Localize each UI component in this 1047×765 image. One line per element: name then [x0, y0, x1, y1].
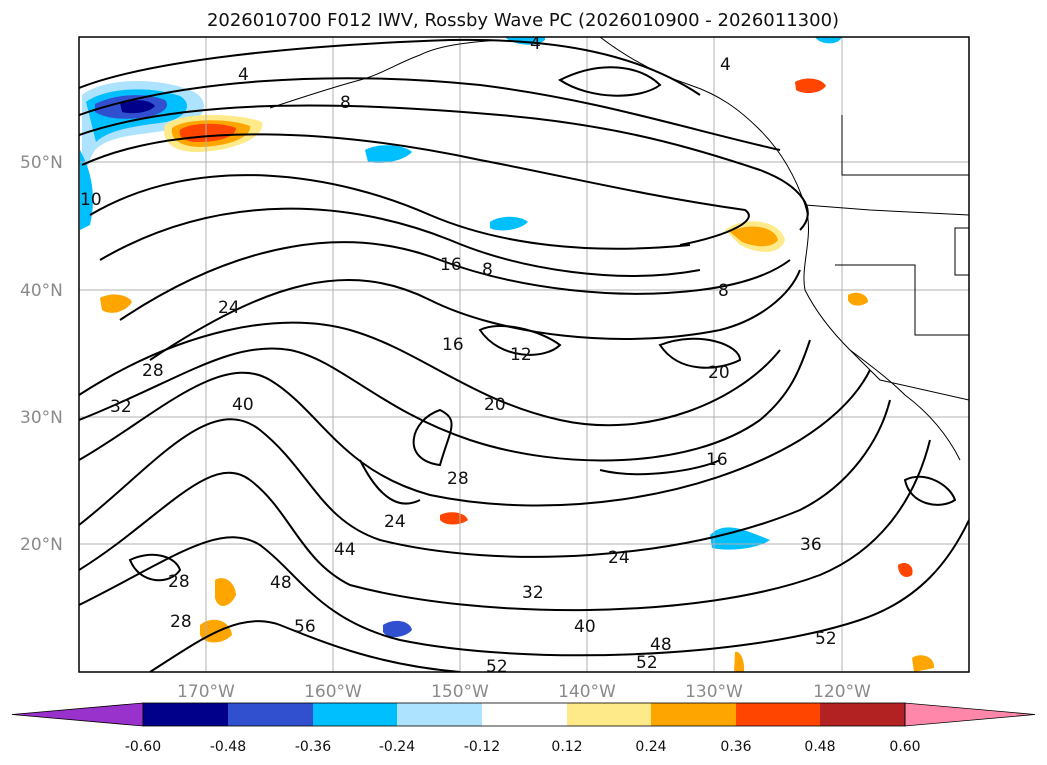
contour-label: 4	[238, 65, 249, 85]
lat-tick-label: 30°N	[20, 408, 63, 428]
contour-label: 10	[80, 190, 102, 210]
contour-label: 48	[270, 573, 292, 593]
colorbar-tick-label: 0.48	[804, 739, 835, 755]
lon-tick-label: 120°W	[813, 682, 871, 702]
iwv-contours	[79, 38, 969, 672]
positive-anomaly-blob	[912, 655, 935, 672]
colorbar-tick-label: -0.36	[295, 739, 331, 755]
negative-anomaly-blob	[80, 150, 93, 230]
colorbar-extend-high	[904, 702, 1036, 727]
positive-anomaly-blob	[440, 512, 468, 525]
contour-label: 4	[530, 34, 541, 54]
lon-tick-label: 160°W	[304, 682, 362, 702]
contour-label: 28	[142, 361, 164, 381]
lon-tick-label: 130°W	[685, 682, 743, 702]
figure-title: 2026010700 F012 IWV, Rossby Wave PC (202…	[207, 10, 839, 31]
contour-label: 8	[340, 93, 351, 113]
lat-tick-label: 40°N	[20, 281, 63, 301]
colorbar-tick-label: 0.36	[720, 739, 751, 755]
contour-label: 32	[110, 397, 132, 417]
colorbar-segment	[228, 703, 313, 726]
contour-label: 44	[334, 540, 356, 560]
lon-tick-label: 140°W	[558, 682, 616, 702]
colorbar-tick-label: 0.24	[635, 739, 666, 755]
positive-anomaly-blob	[215, 578, 236, 606]
negative-anomaly-blob	[383, 620, 412, 638]
colorbar-segment	[397, 703, 482, 726]
coastline	[269, 37, 969, 461]
lon-tick-label: 150°W	[431, 682, 489, 702]
positive-anomaly-blob	[734, 651, 745, 672]
colorbar-tick-label: -0.24	[379, 739, 415, 755]
map-panel: 4 4 4 8 8 8 12 16 16 16 20 20 24 24 24 2…	[78, 34, 970, 677]
contour-label: 24	[608, 548, 630, 568]
colorbar-tick-label: -0.60	[125, 739, 161, 755]
contour-label: 40	[232, 395, 254, 415]
colorbar-segment	[567, 703, 651, 726]
colorbar-tick-label: 0.60	[889, 739, 920, 755]
contour-label: 52	[636, 653, 658, 673]
contour-label: 48	[650, 635, 672, 655]
contour-label: 16	[440, 255, 462, 275]
contour-label: 12	[510, 345, 532, 365]
colorbar-tick-label: -0.48	[210, 739, 246, 755]
contour-label: 36	[800, 535, 822, 555]
lat-tick-label: 50°N	[20, 153, 63, 173]
colorbar-segment	[820, 703, 905, 726]
contour-label: 20	[484, 395, 506, 415]
contour-label: 24	[218, 298, 240, 318]
contour-label: 28	[168, 572, 190, 592]
negative-anomaly-blob	[365, 145, 412, 163]
colorbar-segment	[313, 703, 397, 726]
negative-anomaly-blob	[490, 216, 528, 231]
positive-anomaly-blob	[100, 294, 132, 313]
positive-anomaly-blob	[730, 226, 778, 247]
positive-anomaly-blob	[795, 78, 826, 94]
lon-tick-label: 170°W	[177, 682, 235, 702]
contour-label: 24	[384, 512, 406, 532]
contour-label: 32	[522, 583, 544, 603]
contour-labels: 4 4 4 8 8 8 12 16 16 16 20 20 24 24 24 2…	[80, 34, 837, 677]
contour-label: 8	[718, 281, 729, 301]
longitude-axis: 170°W 160°W 150°W 140°W 130°W 120°W	[177, 682, 871, 702]
contour-label: 40	[574, 617, 596, 637]
contour-label: 20	[708, 363, 730, 383]
lat-tick-label: 20°N	[20, 535, 63, 555]
colorbar-segment	[482, 703, 567, 726]
contour-label: 16	[706, 450, 728, 470]
colorbar-tick-label: -0.12	[464, 739, 500, 755]
contour-label: 8	[482, 260, 493, 280]
rossby-pc-shading	[80, 37, 935, 672]
colorbar-tick-label: 0.12	[551, 739, 582, 755]
contour-label: 52	[486, 657, 508, 677]
colorbar: -0.60 -0.48 -0.36 -0.24 -0.12 0.12 0.24 …	[11, 702, 1036, 755]
colorbar-outline	[142, 702, 906, 727]
contour-label: 28	[170, 612, 192, 632]
negative-anomaly-blob	[815, 37, 842, 44]
colorbar-segment	[143, 703, 228, 726]
positive-anomaly-blob	[898, 563, 913, 577]
positive-anomaly-blob	[848, 292, 868, 306]
map-frame	[78, 36, 970, 673]
contour-label: 56	[294, 617, 316, 637]
latitude-axis: 50°N 40°N 30°N 20°N	[20, 153, 63, 555]
contour-label: 52	[815, 629, 837, 649]
contour-label: 4	[720, 55, 731, 75]
colorbar-extend-low	[11, 702, 144, 727]
colorbar-segment	[651, 703, 736, 726]
negative-anomaly-blob	[120, 100, 155, 114]
contour-label: 28	[447, 469, 469, 489]
contour-label: 16	[442, 335, 464, 355]
colorbar-segment	[736, 703, 820, 726]
